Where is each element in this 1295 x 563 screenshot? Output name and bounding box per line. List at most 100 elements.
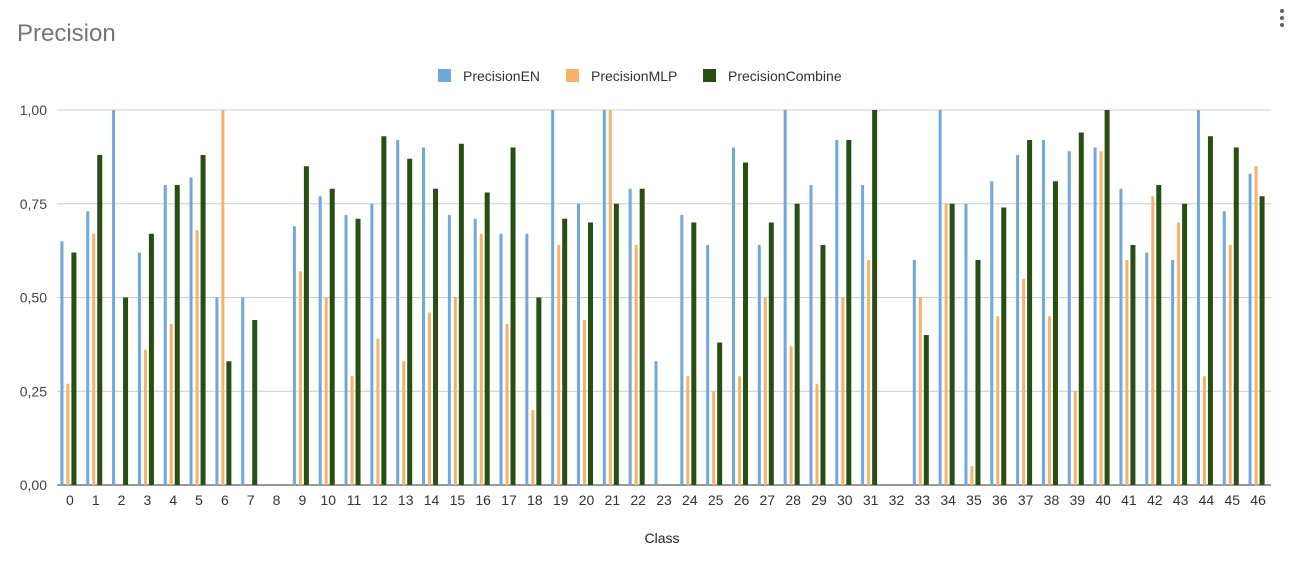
- bar-PrecisionMLP-3: [143, 350, 147, 485]
- bar-PrecisionMLP-18: [531, 410, 535, 485]
- x-tick-label: 45: [1224, 492, 1240, 508]
- bar-PrecisionCombine-4: [174, 185, 180, 485]
- bar-PrecisionCombine-45: [1233, 147, 1239, 485]
- bar-PrecisionMLP-20: [583, 320, 587, 485]
- bar-PrecisionCombine-13: [407, 158, 413, 485]
- bar-PrecisionEN-41: [1119, 188, 1123, 485]
- x-tick-label: 28: [785, 492, 801, 508]
- bar-PrecisionEN-19: [551, 110, 555, 485]
- bar-PrecisionMLP-29: [815, 383, 819, 485]
- x-tick-label: 14: [424, 492, 440, 508]
- bar-PrecisionEN-14: [422, 147, 426, 485]
- bar-PrecisionEN-10: [318, 196, 322, 485]
- x-tick-label: 29: [811, 492, 827, 508]
- bar-PrecisionCombine-35: [975, 260, 981, 485]
- bar-PrecisionEN-21: [602, 110, 606, 485]
- bar-PrecisionEN-37: [1016, 155, 1020, 485]
- bar-PrecisionEN-15: [447, 215, 451, 485]
- x-tick-label: 25: [708, 492, 724, 508]
- bar-PrecisionEN-12: [370, 203, 374, 485]
- x-tick-label: 22: [630, 492, 646, 508]
- bar-PrecisionMLP-28: [789, 346, 793, 485]
- x-tick-label: 12: [372, 492, 388, 508]
- bar-PrecisionMLP-46: [1254, 166, 1258, 485]
- bar-PrecisionMLP-36: [996, 316, 1000, 485]
- bar-PrecisionEN-39: [1067, 151, 1071, 485]
- bar-PrecisionEN-40: [1093, 147, 1097, 485]
- bar-PrecisionEN-26: [731, 147, 735, 485]
- bar-PrecisionMLP-42: [1151, 196, 1155, 485]
- bar-PrecisionMLP-24: [686, 376, 690, 485]
- x-tick-label: 26: [734, 492, 750, 508]
- bar-PrecisionCombine-42: [1156, 185, 1162, 485]
- x-tick-label: 2: [118, 492, 126, 508]
- legend-swatch-PrecisionEN: [438, 69, 451, 82]
- bar-PrecisionCombine-10: [329, 188, 335, 485]
- bar-PrecisionMLP-16: [479, 233, 483, 485]
- bar-PrecisionCombine-3: [148, 233, 154, 485]
- bar-PrecisionCombine-20: [588, 222, 594, 485]
- bar-PrecisionCombine-31: [872, 110, 878, 485]
- x-tick-label: 32: [889, 492, 905, 508]
- bar-PrecisionMLP-38: [1047, 316, 1051, 485]
- x-tick-label: 40: [1095, 492, 1111, 508]
- bar-PrecisionCombine-44: [1207, 136, 1213, 485]
- bar-PrecisionEN-18: [525, 233, 529, 485]
- x-tick-label: 43: [1173, 492, 1189, 508]
- x-tick-label: 27: [760, 492, 776, 508]
- bar-PrecisionCombine-21: [613, 203, 619, 485]
- more-vert-icon[interactable]: [1272, 6, 1292, 30]
- x-tick-label: 18: [527, 492, 543, 508]
- bar-PrecisionEN-30: [835, 140, 839, 485]
- x-tick-label: 3: [144, 492, 152, 508]
- bar-PrecisionCombine-12: [381, 136, 387, 485]
- bar-PrecisionEN-35: [964, 203, 968, 485]
- bar-PrecisionEN-24: [680, 215, 684, 485]
- bar-PrecisionMLP-0: [66, 383, 70, 485]
- x-tick-label: 23: [656, 492, 672, 508]
- bar-PrecisionEN-31: [861, 185, 865, 485]
- bar-PrecisionMLP-9: [298, 271, 302, 485]
- x-tick-label: 1: [92, 492, 100, 508]
- y-tick-label: 0,00: [20, 477, 47, 493]
- bar-PrecisionMLP-10: [324, 297, 328, 485]
- bar-PrecisionCombine-27: [768, 222, 774, 485]
- bar-PrecisionEN-42: [1145, 252, 1149, 485]
- x-tick-label: 39: [1069, 492, 1085, 508]
- bar-PrecisionEN-6: [215, 297, 219, 485]
- bar-PrecisionCombine-25: [717, 342, 723, 485]
- bar-PrecisionMLP-12: [376, 338, 380, 485]
- y-tick-label: 1,00: [20, 102, 47, 118]
- x-tick-label: 11: [347, 492, 362, 508]
- bar-PrecisionEN-44: [1196, 110, 1200, 485]
- bar-PrecisionCombine-36: [1001, 207, 1007, 485]
- chart-title: Precision: [17, 20, 116, 47]
- bar-PrecisionMLP-25: [712, 391, 716, 485]
- bar-PrecisionCombine-2: [123, 297, 129, 485]
- bar-PrecisionCombine-37: [1027, 140, 1033, 485]
- x-axis-label: Class: [644, 530, 679, 546]
- x-tick-label: 10: [320, 492, 336, 508]
- bar-PrecisionMLP-5: [195, 230, 199, 485]
- bar-PrecisionEN-1: [86, 211, 90, 485]
- bar-PrecisionEN-29: [809, 185, 813, 485]
- bar-PrecisionMLP-13: [402, 361, 406, 485]
- bar-PrecisionCombine-1: [97, 155, 103, 485]
- x-tick-label: 31: [863, 492, 879, 508]
- bar-PrecisionCombine-34: [949, 203, 955, 485]
- bar-PrecisionMLP-4: [169, 323, 173, 485]
- x-tick-label: 24: [682, 492, 698, 508]
- x-tick-label: 20: [579, 492, 595, 508]
- bar-PrecisionCombine-39: [1078, 132, 1084, 485]
- bar-PrecisionMLP-21: [608, 110, 612, 485]
- y-tick-label: 0,50: [20, 290, 47, 306]
- bar-PrecisionCombine-38: [1052, 181, 1058, 485]
- bar-PrecisionCombine-19: [562, 218, 568, 485]
- x-tick-label: 8: [273, 492, 281, 508]
- bar-PrecisionMLP-31: [867, 260, 871, 485]
- bar-PrecisionCombine-14: [433, 188, 439, 485]
- bar-PrecisionMLP-30: [841, 297, 845, 485]
- bar-PrecisionCombine-11: [355, 218, 361, 485]
- bar-PrecisionEN-17: [499, 233, 503, 485]
- gridlines: [57, 109, 1271, 486]
